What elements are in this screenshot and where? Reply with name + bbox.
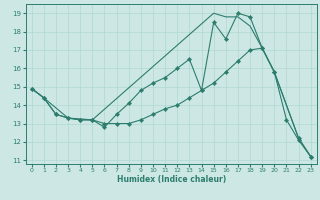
X-axis label: Humidex (Indice chaleur): Humidex (Indice chaleur) [116, 175, 226, 184]
